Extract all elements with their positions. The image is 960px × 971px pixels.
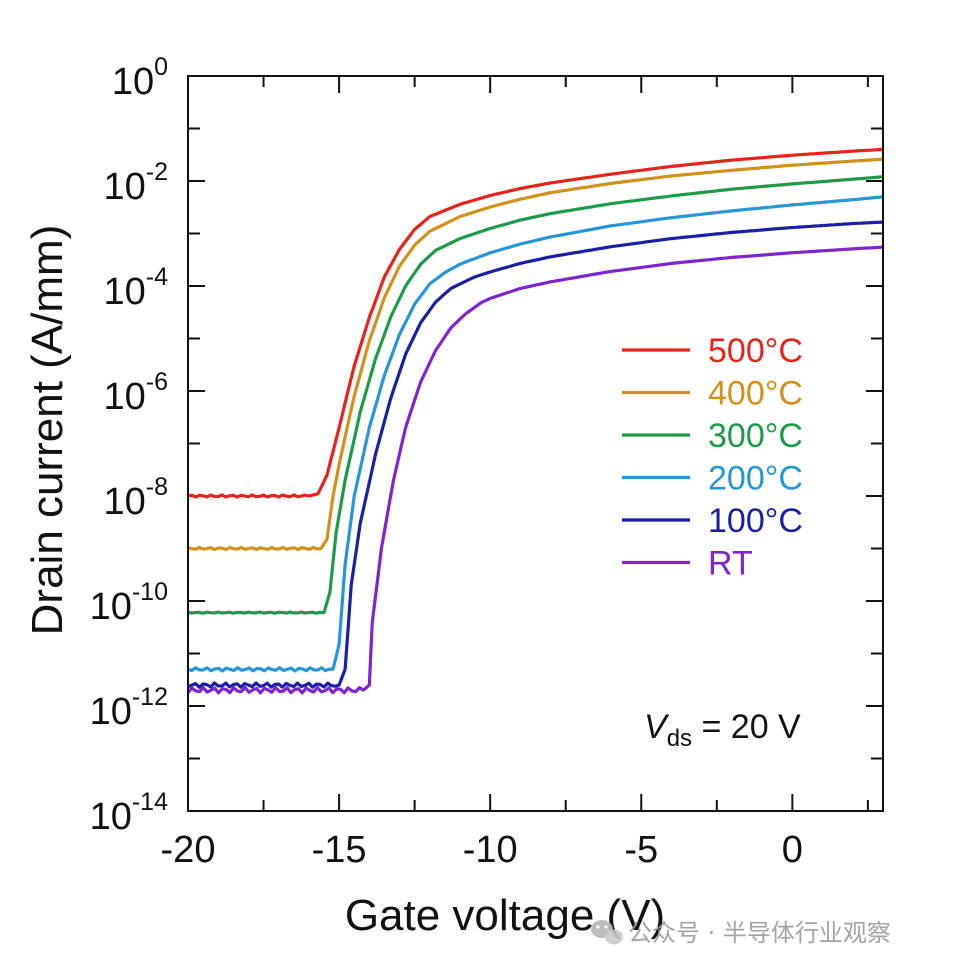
legend-label: 200°C <box>708 460 803 498</box>
x-tick-label: -15 <box>312 829 367 871</box>
y-tick-label: 10-2 <box>103 158 168 208</box>
annotation-italic: V <box>644 708 670 746</box>
watermark-text: 公众号 · 半导体行业观察 <box>628 919 891 947</box>
annotation-rest: = 20 V <box>692 708 801 746</box>
series-line-2 <box>187 157 884 552</box>
wechat-icon <box>591 920 623 945</box>
y-tick-label: 10-4 <box>103 263 168 313</box>
watermark: 公众号 · 半导体行业观察 <box>591 919 891 947</box>
plot-frame <box>187 75 884 812</box>
x-tick-label: 0 <box>782 829 803 871</box>
y-tick-label: 10-8 <box>103 473 168 523</box>
series-line-6 <box>186 245 884 695</box>
legend-label: 500°C <box>708 332 803 370</box>
y-tick-labels: 100 10-2 10-4 10-6 10-8 10-10 10-12 10-14 <box>90 53 169 838</box>
x-tick-label: -20 <box>161 829 216 871</box>
series-line-3 <box>187 175 884 615</box>
legend-label: 100°C <box>708 502 803 540</box>
annotation-subscript: ds <box>667 725 692 752</box>
y-tick-label: 10-6 <box>103 368 168 418</box>
legend-label: 300°C <box>708 417 803 455</box>
vds-annotation: Vds = 20 V <box>644 708 801 752</box>
x-tick-label: -10 <box>463 829 518 871</box>
x-tick-labels: -20 -15 -10 -5 0 <box>161 829 803 871</box>
y-tick-label: 10-10 <box>90 578 168 628</box>
legend-label: RT <box>708 545 753 583</box>
series-line-5 <box>187 220 884 689</box>
legend: 500°C 400°C 300°C 200°C 100°C RT <box>622 332 803 583</box>
legend-label: 400°C <box>708 375 803 413</box>
y-tick-label: 10-14 <box>90 788 169 838</box>
series-line-4 <box>187 195 884 673</box>
series-line-1 <box>187 147 884 499</box>
y-tick-label: 100 <box>112 53 168 103</box>
x-tick-label: -5 <box>624 829 658 871</box>
y-axis-title: Drain current (A/mm) <box>23 225 72 636</box>
y-tick-label: 10-12 <box>90 683 168 733</box>
series-lines <box>186 147 884 695</box>
